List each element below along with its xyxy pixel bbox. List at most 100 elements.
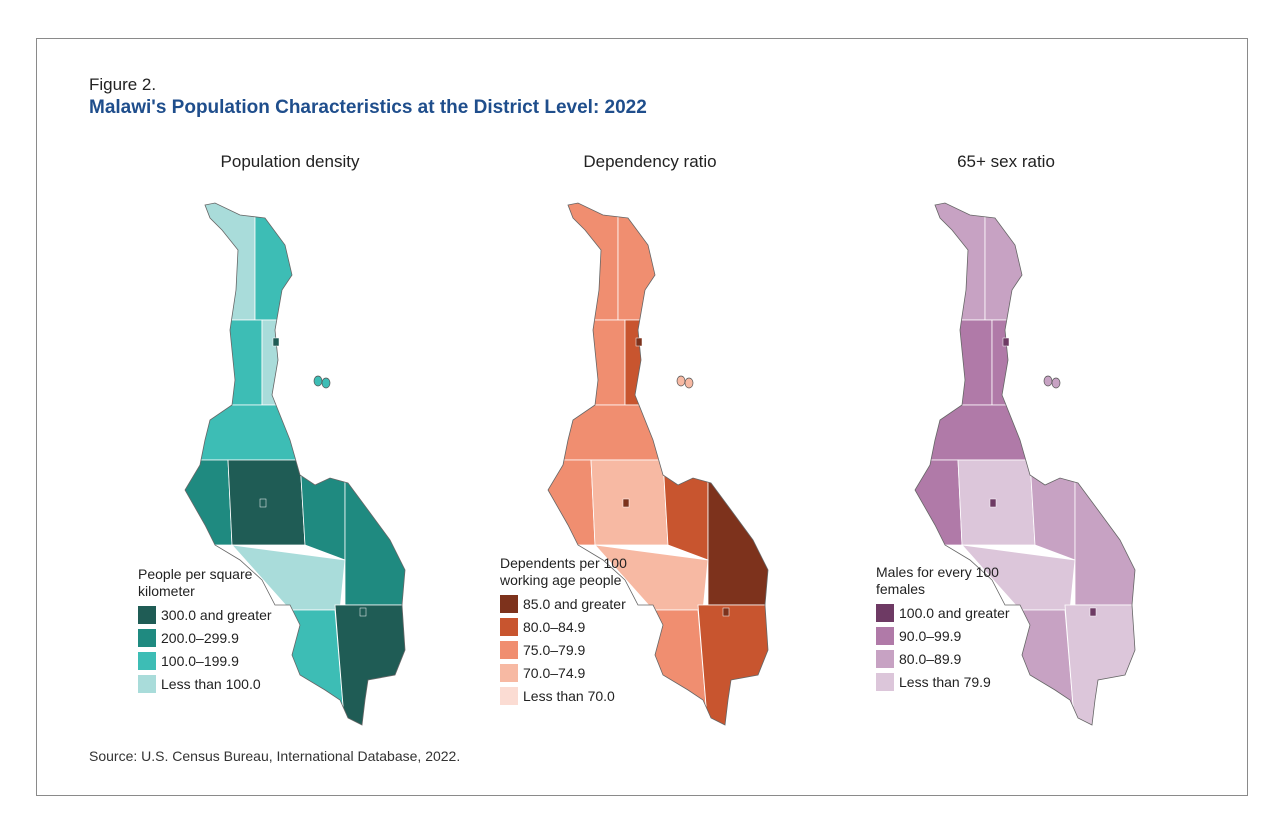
legend-label: 80.0–84.9 <box>523 618 586 635</box>
legend-sex-ratio: Males for every 100 females 100.0 and gre… <box>876 564 1046 693</box>
district-region <box>984 203 1031 321</box>
city-district <box>722 607 730 617</box>
district-region <box>334 604 405 725</box>
district-region <box>185 404 301 461</box>
source-note: Source: U.S. Census Bureau, Internationa… <box>89 748 461 764</box>
lake-island <box>313 375 323 387</box>
city-district <box>359 607 367 617</box>
legend-swatch <box>876 626 894 645</box>
district-region <box>991 319 1031 406</box>
country-outline <box>914 202 1136 726</box>
district-region <box>185 319 263 406</box>
legend-swatch <box>138 651 156 670</box>
district-region <box>1064 604 1135 725</box>
lake-island <box>1051 377 1061 389</box>
legend-swatch <box>138 628 156 647</box>
city-district <box>259 498 267 508</box>
legend-item: 70.0–74.9 <box>500 661 660 684</box>
legend-swatch <box>500 594 518 613</box>
legend-item: Less than 79.9 <box>876 670 1046 693</box>
legend-label: 70.0–74.9 <box>523 664 586 681</box>
legend-label: 90.0–99.9 <box>899 627 962 644</box>
district-region <box>915 459 963 546</box>
legend-density: People per square kilometer 300.0 and gre… <box>138 566 298 695</box>
legend-label: 75.0–79.9 <box>523 641 586 658</box>
district-region <box>624 319 664 406</box>
lake-island <box>684 377 694 389</box>
country-outline <box>547 202 769 726</box>
map-title-density: Population density <box>220 152 360 171</box>
legend-swatch <box>500 663 518 682</box>
city-district <box>635 337 643 347</box>
legend-item: 80.0–84.9 <box>500 615 660 638</box>
legend-item: 300.0 and greater <box>138 603 298 626</box>
legend-swatch <box>138 605 156 624</box>
figure-label: Figure 2. <box>89 75 157 94</box>
legend-swatch <box>876 672 894 691</box>
lake-island <box>1043 375 1053 387</box>
district-region <box>254 203 301 321</box>
lake-island <box>676 375 686 387</box>
legend-swatch <box>500 640 518 659</box>
legend-label: 85.0 and greater <box>523 595 626 612</box>
district-region <box>299 459 346 561</box>
legend-item: 100.0 and greater <box>876 601 1046 624</box>
city-district <box>622 498 630 508</box>
district-region <box>227 459 306 546</box>
legend-label: 300.0 and greater <box>161 606 272 623</box>
district-region <box>548 203 619 321</box>
legend-title: People per square kilometer <box>138 566 253 599</box>
district-region <box>590 459 669 546</box>
city-district <box>1089 607 1097 617</box>
district-region <box>697 604 768 725</box>
legend-label: Less than 70.0 <box>523 687 615 704</box>
figure-title: Malawi's Population Characteristics at t… <box>89 97 647 118</box>
legend-swatch <box>876 603 894 622</box>
district-region <box>1074 469 1135 606</box>
legend-label: 200.0–299.9 <box>161 629 239 646</box>
district-region <box>185 203 256 321</box>
legend-label: 100.0 and greater <box>899 604 1010 621</box>
district-region <box>915 404 1031 461</box>
city-district <box>272 337 280 347</box>
map-title-sex-ratio: 65+ sex ratio <box>957 152 1055 171</box>
legend-item: 100.0–199.9 <box>138 649 298 672</box>
district-region <box>957 459 1036 546</box>
district-region <box>548 404 664 461</box>
district-region <box>548 459 596 546</box>
legend-item: 80.0–89.9 <box>876 647 1046 670</box>
legend-label: Less than 79.9 <box>899 673 991 690</box>
district-region <box>1029 459 1076 561</box>
legend-dependency: Dependents per 100 working age people 85.… <box>500 555 660 707</box>
legend-label: Less than 100.0 <box>161 675 261 692</box>
legend-swatch <box>138 674 156 693</box>
district-region <box>662 459 709 561</box>
legend-title: Dependents per 100 working age people <box>500 555 627 588</box>
district-region <box>617 203 664 321</box>
legend-item: 90.0–99.9 <box>876 624 1046 647</box>
district-region <box>915 319 993 406</box>
figure-frame <box>36 38 1248 796</box>
country-outline <box>184 202 406 726</box>
city-district <box>989 498 997 508</box>
legend-item: Less than 70.0 <box>500 684 660 707</box>
lake-island <box>321 377 331 389</box>
legend-label: 80.0–89.9 <box>899 650 962 667</box>
district-region <box>344 469 405 606</box>
legend-swatch <box>876 649 894 668</box>
legend-item: 200.0–299.9 <box>138 626 298 649</box>
district-region <box>548 319 626 406</box>
legend-item: 75.0–79.9 <box>500 638 660 661</box>
legend-swatch <box>500 686 518 705</box>
legend-item: 85.0 and greater <box>500 592 660 615</box>
district-region <box>261 319 301 406</box>
legend-label: 100.0–199.9 <box>161 652 239 669</box>
district-region <box>185 459 233 546</box>
district-region <box>915 203 986 321</box>
city-district <box>1002 337 1010 347</box>
legend-title: Males for every 100 females <box>876 564 999 597</box>
map-title-dependency: Dependency ratio <box>583 152 717 171</box>
legend-item: Less than 100.0 <box>138 672 298 695</box>
legend-swatch <box>500 617 518 636</box>
